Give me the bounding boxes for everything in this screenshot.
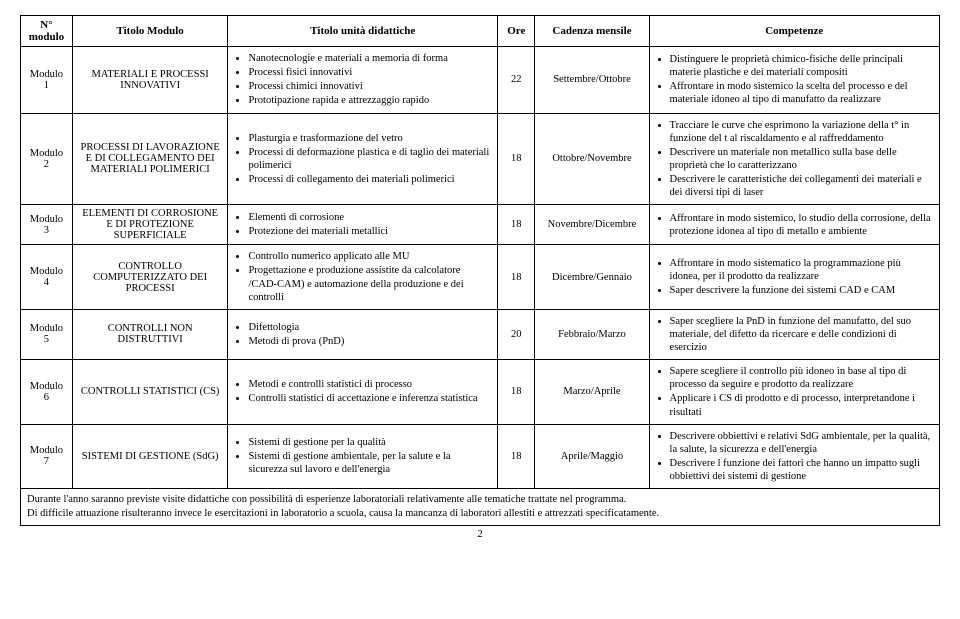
cell-hours: 18 bbox=[498, 360, 535, 425]
cell-cadence: Novembre/Dicembre bbox=[535, 205, 649, 245]
col-header-cadenza: Cadenza mensile bbox=[535, 16, 649, 47]
cell-module-id: Modulo 3 bbox=[21, 205, 73, 245]
list-item: Descrivere un materiale non metallico su… bbox=[670, 146, 933, 172]
list-item: Processi chimici innovativi bbox=[248, 80, 491, 93]
cell-competencies: Descrivere obbiettivi e relativi SdG amb… bbox=[649, 424, 939, 489]
curriculum-table: N° modulo Titolo Modulo Titolo unità did… bbox=[20, 15, 940, 526]
cell-module-title: CONTROLLO COMPUTERIZZATO DEI PROCESSI bbox=[72, 245, 228, 310]
cell-module-title: CONTROLLI STATISTICI (CS) bbox=[72, 360, 228, 425]
cell-competencies: Tracciare le curve che esprimono la vari… bbox=[649, 113, 939, 205]
cell-module-title: MATERIALI E PROCESSI INNOVATIVI bbox=[72, 47, 228, 114]
cell-module-id: Modulo 1 bbox=[21, 47, 73, 114]
table-footer-row: Durante l'anno saranno previste visite d… bbox=[21, 489, 940, 526]
cell-cadence: Febbraio/Marzo bbox=[535, 309, 649, 359]
cell-didactic-units: Nanotecnologie e materiali a memoria di … bbox=[228, 47, 498, 114]
list-item: Distinguere le proprietà chimico-fisiche… bbox=[670, 53, 933, 79]
cell-didactic-units: DifettologiaMetodi di prova (PnD) bbox=[228, 309, 498, 359]
list-item: Affrontare in modo sistemico la scelta d… bbox=[670, 80, 933, 106]
cell-didactic-units: Controllo numerico applicato alle MUProg… bbox=[228, 245, 498, 310]
cell-hours: 18 bbox=[498, 205, 535, 245]
list-item: Elementi di corrosione bbox=[248, 211, 491, 224]
list-item: Protezione dei materiali metallici bbox=[248, 225, 491, 238]
cell-hours: 22 bbox=[498, 47, 535, 114]
cell-cadence: Aprile/Maggio bbox=[535, 424, 649, 489]
list-item: Processi di collegamento dei materiali p… bbox=[248, 173, 491, 186]
col-header-titolo-modulo: Titolo Modulo bbox=[72, 16, 228, 47]
list-item: Descrivere le caratteristiche dei colleg… bbox=[670, 173, 933, 199]
cell-module-id: Modulo 7 bbox=[21, 424, 73, 489]
list-item: Descrivere l funzione dei fattori che ha… bbox=[670, 457, 933, 483]
table-row: Modulo 3ELEMENTI DI CORROSIONE E DI PROT… bbox=[21, 205, 940, 245]
cell-module-title: PROCESSI DI LAVORAZIONE E DI COLLEGAMENT… bbox=[72, 113, 228, 205]
list-item: Saper scegliere la PnD in funzione del m… bbox=[670, 315, 933, 354]
cell-hours: 18 bbox=[498, 113, 535, 205]
list-item: Prototipazione rapida e attrezzaggio rap… bbox=[248, 94, 491, 107]
table-row: Modulo 2PROCESSI DI LAVORAZIONE E DI COL… bbox=[21, 113, 940, 205]
cell-module-title: SISTEMI DI GESTIONE (SdG) bbox=[72, 424, 228, 489]
footer-note-cell: Durante l'anno saranno previste visite d… bbox=[21, 489, 940, 526]
table-row: Modulo 1MATERIALI E PROCESSI INNOVATIVI N… bbox=[21, 47, 940, 114]
list-item: Descrivere obbiettivi e relativi SdG amb… bbox=[670, 430, 933, 456]
table-row: Modulo 6CONTROLLI STATISTICI (CS) Metodi … bbox=[21, 360, 940, 425]
cell-cadence: Dicembre/Gennaio bbox=[535, 245, 649, 310]
cell-didactic-units: Plasturgia e trasformazione del vetroPro… bbox=[228, 113, 498, 205]
list-item: Nanotecnologie e materiali a memoria di … bbox=[248, 52, 491, 65]
cell-hours: 18 bbox=[498, 424, 535, 489]
cell-competencies: Saper scegliere la PnD in funzione del m… bbox=[649, 309, 939, 359]
table-row: Modulo 5CONTROLLI NON DISTRUTTIVIDifetto… bbox=[21, 309, 940, 359]
list-item: Plasturgia e trasformazione del vetro bbox=[248, 132, 491, 145]
list-item: Processi di deformazione plastica e di t… bbox=[248, 146, 491, 172]
cell-didactic-units: Sistemi di gestione per la qualitàSistem… bbox=[228, 424, 498, 489]
list-item: Applicare i CS di prodotto e di processo… bbox=[670, 392, 933, 418]
cell-competencies: Affrontare in modo sistematico la progra… bbox=[649, 245, 939, 310]
list-item: Tracciare le curve che esprimono la vari… bbox=[670, 119, 933, 145]
cell-module-id: Modulo 2 bbox=[21, 113, 73, 205]
cell-competencies: Sapere scegliere il controllo più idoneo… bbox=[649, 360, 939, 425]
list-item: Affrontare in modo sistemico, lo studio … bbox=[670, 212, 933, 238]
cell-didactic-units: Metodi e controlli statistici di process… bbox=[228, 360, 498, 425]
table-row: Modulo 4CONTROLLO COMPUTERIZZATO DEI PRO… bbox=[21, 245, 940, 310]
list-item: Metodi e controlli statistici di process… bbox=[248, 378, 491, 391]
cell-hours: 18 bbox=[498, 245, 535, 310]
table-header-row: N° modulo Titolo Modulo Titolo unità did… bbox=[21, 16, 940, 47]
cell-cadence: Marzo/Aprile bbox=[535, 360, 649, 425]
table-body: Modulo 1MATERIALI E PROCESSI INNOVATIVI N… bbox=[21, 47, 940, 489]
list-item: Affrontare in modo sistematico la progra… bbox=[670, 257, 933, 283]
list-item: Sistemi di gestione ambientale, per la s… bbox=[248, 450, 491, 476]
list-item: Sapere scegliere il controllo più idoneo… bbox=[670, 365, 933, 391]
list-item: Controllo numerico applicato alle MU bbox=[248, 250, 491, 263]
list-item: Metodi di prova (PnD) bbox=[248, 335, 491, 348]
cell-module-id: Modulo 5 bbox=[21, 309, 73, 359]
cell-competencies: Distinguere le proprietà chimico-fisiche… bbox=[649, 47, 939, 114]
cell-module-title: CONTROLLI NON DISTRUTTIVI bbox=[72, 309, 228, 359]
list-item: Difettologia bbox=[248, 321, 491, 334]
list-item: Saper descrivere la funzione dei sistemi… bbox=[670, 284, 933, 297]
list-item: Sistemi di gestione per la qualità bbox=[248, 436, 491, 449]
table-row: Modulo 7SISTEMI DI GESTIONE (SdG)Sistemi… bbox=[21, 424, 940, 489]
col-header-competenze: Competenze bbox=[649, 16, 939, 47]
page-number: 2 bbox=[20, 528, 940, 540]
cell-competencies: Affrontare in modo sistemico, lo studio … bbox=[649, 205, 939, 245]
cell-cadence: Settembre/Ottobre bbox=[535, 47, 649, 114]
cell-hours: 20 bbox=[498, 309, 535, 359]
col-header-n-modulo: N° modulo bbox=[21, 16, 73, 47]
list-item: Processi fisici innovativi bbox=[248, 66, 491, 79]
cell-module-id: Modulo 4 bbox=[21, 245, 73, 310]
cell-didactic-units: Elementi di corrosioneProtezione dei mat… bbox=[228, 205, 498, 245]
cell-module-id: Modulo 6 bbox=[21, 360, 73, 425]
cell-cadence: Ottobre/Novembre bbox=[535, 113, 649, 205]
col-header-ore: Ore bbox=[498, 16, 535, 47]
list-item: Progettazione e produzione assistite da … bbox=[248, 264, 491, 303]
footer-line-1: Durante l'anno saranno previste visite d… bbox=[27, 493, 933, 507]
col-header-titolo-unita: Titolo unità didattiche bbox=[228, 16, 498, 47]
cell-module-title: ELEMENTI DI CORROSIONE E DI PROTEZIONE S… bbox=[72, 205, 228, 245]
footer-line-2: Di difficile attuazione risulteranno inv… bbox=[27, 507, 933, 521]
list-item: Controlli statistici di accettazione e i… bbox=[248, 392, 491, 405]
